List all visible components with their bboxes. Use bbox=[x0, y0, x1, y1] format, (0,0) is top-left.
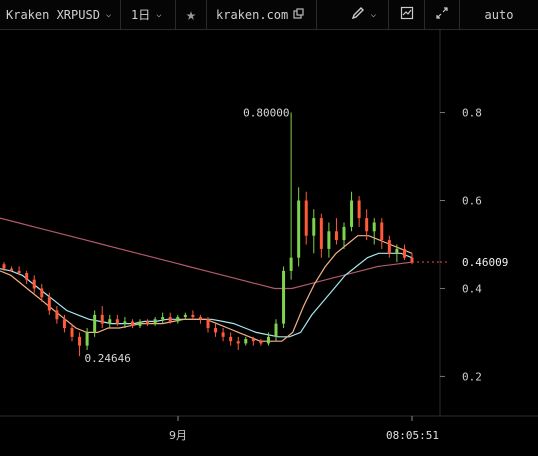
candle-body bbox=[146, 321, 150, 324]
candle-body bbox=[410, 257, 414, 263]
symbol-label: Kraken XRPUSD bbox=[6, 7, 100, 22]
candle-body bbox=[40, 288, 44, 298]
expand-icon bbox=[435, 6, 449, 23]
candle-body bbox=[198, 317, 202, 320]
candle-body bbox=[319, 218, 323, 249]
candle-body bbox=[372, 222, 376, 232]
pencil-icon bbox=[351, 6, 365, 23]
candle-body bbox=[47, 297, 51, 311]
candle-body bbox=[274, 323, 278, 337]
last-price-label: 0.46009 bbox=[462, 256, 508, 269]
candle-body bbox=[327, 231, 331, 249]
candle-body bbox=[206, 319, 210, 329]
scale-mode-label: auto bbox=[484, 7, 514, 22]
candle-body bbox=[62, 319, 66, 329]
candle-body bbox=[32, 279, 36, 289]
candle-body bbox=[236, 341, 240, 344]
candle-body bbox=[191, 314, 195, 318]
candle-body bbox=[78, 336, 82, 346]
candle-body bbox=[123, 321, 127, 324]
candlesticks bbox=[2, 112, 414, 357]
chart-grid bbox=[0, 29, 538, 417]
candle-body bbox=[183, 314, 187, 318]
month-tick-label: 9月 bbox=[169, 429, 187, 442]
candle-body bbox=[10, 268, 14, 271]
candle-body bbox=[365, 218, 369, 232]
candle-body bbox=[312, 218, 316, 236]
candle-body bbox=[251, 339, 255, 342]
candle-body bbox=[138, 321, 142, 326]
candle-body bbox=[153, 319, 157, 324]
candle-body bbox=[380, 222, 384, 241]
candle-body bbox=[334, 231, 338, 241]
candle-body bbox=[17, 270, 21, 274]
drawing-tools-button[interactable]: ⌵ bbox=[339, 0, 389, 29]
candle-body bbox=[244, 339, 248, 344]
candle-body bbox=[214, 328, 218, 333]
candle-body bbox=[176, 317, 180, 322]
indicators-button[interactable] bbox=[389, 0, 425, 29]
candle-body bbox=[350, 200, 354, 227]
candle-body bbox=[2, 264, 6, 269]
source-link[interactable]: kraken.com bbox=[207, 0, 317, 29]
moving-average-lines bbox=[0, 217, 413, 342]
star-icon[interactable]: ★ bbox=[176, 0, 207, 29]
candle-body bbox=[130, 321, 134, 326]
candle-body bbox=[115, 319, 119, 324]
external-window-icon bbox=[293, 7, 304, 22]
candle-body bbox=[93, 314, 97, 333]
chevron-down-icon: ⌵ bbox=[105, 9, 112, 20]
price-axis: 0.8 0.6 0.4 0.2 bbox=[177, 107, 482, 421]
candle-body bbox=[168, 317, 172, 322]
candle-body bbox=[229, 336, 233, 342]
interval-label: 1日 bbox=[131, 8, 151, 22]
interval-selector[interactable]: 1日 ⌵ bbox=[121, 0, 176, 29]
candle-body bbox=[357, 200, 361, 219]
candle-body bbox=[395, 248, 399, 254]
chart-indicator-icon bbox=[400, 6, 414, 23]
candle-body bbox=[25, 273, 29, 280]
candle-body bbox=[108, 319, 112, 324]
candle-body bbox=[304, 200, 308, 236]
candle-body bbox=[55, 310, 59, 320]
candle-body bbox=[297, 200, 301, 258]
y-tick-label: 0.8 bbox=[462, 107, 482, 120]
chart-toolbar: Kraken XRPUSD ⌵ 1日 ⌵ ★ kraken.com ⌵ auto bbox=[0, 0, 538, 30]
mid-moving-average-line bbox=[0, 252, 413, 338]
candle-body bbox=[402, 248, 406, 258]
candle-body bbox=[282, 270, 286, 324]
candle-body bbox=[387, 240, 391, 254]
chevron-down-icon: ⌵ bbox=[370, 9, 377, 20]
candle-body bbox=[259, 341, 263, 344]
y-tick-label: 0.4 bbox=[462, 282, 482, 295]
slow-moving-average-line bbox=[0, 217, 413, 290]
candle-body bbox=[70, 328, 74, 337]
y-tick-label: 0.2 bbox=[462, 370, 482, 383]
low-price-label: 0.24646 bbox=[85, 352, 131, 365]
candle-body bbox=[100, 314, 104, 324]
price-chart[interactable]: 0.8 0.6 0.4 0.2 0.80000 0.24646 0.46009 08:… bbox=[0, 29, 538, 456]
source-label: kraken.com bbox=[216, 7, 289, 22]
candle-body bbox=[221, 332, 225, 337]
fullscreen-button[interactable] bbox=[425, 0, 460, 29]
candle-body bbox=[85, 332, 89, 346]
current-time-label: 08:05:51 bbox=[386, 429, 439, 442]
scale-mode-button[interactable]: auto bbox=[460, 0, 538, 29]
candle-body bbox=[289, 257, 293, 271]
y-tick-label: 0.6 bbox=[462, 195, 482, 208]
candle-body bbox=[342, 226, 346, 241]
candle-body bbox=[266, 336, 270, 344]
fast-moving-average-line bbox=[0, 235, 413, 342]
chevron-down-icon: ⌵ bbox=[156, 9, 162, 20]
symbol-selector[interactable]: Kraken XRPUSD ⌵ bbox=[0, 0, 121, 29]
high-price-label: 0.80000 bbox=[243, 107, 289, 120]
candle-body bbox=[161, 317, 165, 320]
